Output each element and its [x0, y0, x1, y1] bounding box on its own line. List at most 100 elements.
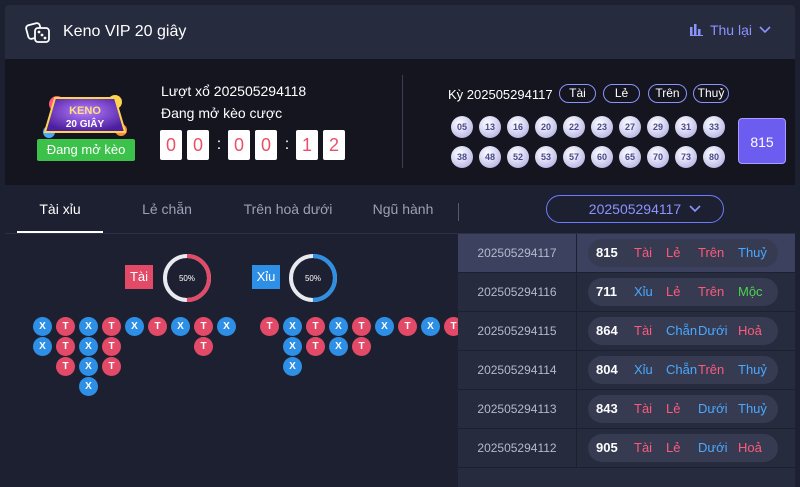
- history-result-tag: Dưới: [698, 440, 728, 455]
- history-row[interactable]: 202505294115 864 Tài Chẵn Dưới Hoả: [458, 312, 795, 351]
- divider: [576, 351, 577, 390]
- chevron-down-icon: [689, 205, 701, 213]
- history-result-tag: Trên: [698, 245, 725, 260]
- tai-chip: T: [56, 337, 75, 356]
- history-result-tag: Chẵn: [666, 362, 698, 377]
- lottery-ball: 33: [703, 116, 725, 138]
- countdown-timer: 0 0 : 0 0 : 1 2: [160, 130, 350, 160]
- divider: [576, 312, 577, 351]
- tai-chip: T: [102, 337, 121, 356]
- history-result-tag: Dưới: [698, 323, 728, 338]
- history-result-tag: Thuỷ: [738, 362, 767, 377]
- history-result-tag: Mộc: [738, 284, 763, 299]
- period-select-value: 202505294117: [588, 201, 682, 217]
- history-result-pill: 843 Tài Lẻ Dưới Thuỷ: [588, 395, 778, 423]
- lottery-ball: 48: [479, 146, 501, 168]
- history-period-id: 202505294117: [477, 246, 557, 260]
- history-total: 905: [596, 440, 618, 455]
- history-total: 804: [596, 362, 618, 377]
- history-result-pill: 804 Xỉu Chẵn Trên Thuỷ: [588, 356, 778, 384]
- lottery-ball: 23: [591, 116, 613, 138]
- history-row[interactable]: 202505294112 905 Tài Lẻ Dưới Hoả: [458, 429, 795, 468]
- dice-icon: [25, 22, 50, 43]
- tai-chip: T: [148, 317, 167, 336]
- tab-tren-hoa-duoi[interactable]: Trên hoà dưới: [243, 201, 333, 217]
- divider: [576, 390, 577, 429]
- history-result-pill: 815 Tài Lẻ Trên Thuỷ: [588, 239, 778, 267]
- timer-digit: 0: [228, 130, 250, 160]
- lottery-ball: 05: [451, 116, 473, 138]
- history-result-tag: Dưới: [698, 401, 728, 416]
- history-result-tag: Trên: [698, 362, 725, 377]
- tai-chip: T: [260, 317, 279, 336]
- bar-chart-icon: [689, 24, 703, 36]
- tai-chip: T: [352, 337, 371, 356]
- history-row[interactable]: 202505294113 843 Tài Lẻ Dưới Thuỷ: [458, 390, 795, 429]
- betting-open-label: Đang mở kèo cược: [161, 105, 283, 121]
- timer-digit: 0: [187, 130, 209, 160]
- history-result-tag: Tài: [634, 401, 653, 416]
- timer-digit: 0: [255, 130, 277, 160]
- divider: [576, 273, 577, 312]
- draw-info-panel: KENO 20 GIÂY Đang mở kèo Lượt xổ 2025052…: [5, 59, 795, 185]
- xiu-chip: X: [283, 337, 302, 356]
- history-result-pill: 711 Xỉu Lẻ Trên Mộc: [588, 278, 778, 306]
- history-result-tag: Hoả: [738, 440, 762, 455]
- timer-colon: :: [284, 136, 290, 153]
- header-bar: Keno VIP 20 giây Thu lại: [5, 5, 795, 59]
- history-row[interactable]: 202505294116 711 Xỉu Lẻ Trên Mộc: [458, 273, 795, 312]
- xiu-chip: X: [125, 317, 144, 336]
- timer-digit: 0: [160, 130, 182, 160]
- history-total: 864: [596, 323, 618, 338]
- xiu-chip: X: [79, 377, 98, 396]
- lottery-ball: 16: [507, 116, 529, 138]
- period-select[interactable]: 202505294117: [546, 195, 724, 223]
- history-result-tag: Lẻ: [666, 440, 681, 455]
- xiu-chip: X: [33, 317, 52, 336]
- tab-le-chan[interactable]: Lẻ chẵn: [142, 201, 192, 217]
- result-tag: Trên: [648, 84, 687, 103]
- xiu-chip: X: [283, 317, 302, 336]
- tai-percent: 50%: [179, 274, 195, 283]
- tai-chip: T: [306, 317, 325, 336]
- result-tag: Lẻ: [603, 84, 640, 103]
- keno-logo: KENO 20 GIÂY: [43, 95, 127, 138]
- history-result-pill: 864 Tài Chẵn Dưới Hoả: [588, 317, 778, 345]
- xiu-donut: 50%: [289, 254, 337, 302]
- lottery-ball: 27: [619, 116, 641, 138]
- history-total: 843: [596, 401, 618, 416]
- tab-ngu-hanh[interactable]: Ngũ hành: [372, 201, 434, 217]
- history-result-tag: Trên: [698, 284, 725, 299]
- history-row[interactable]: 202505294117 815 Tài Lẻ Trên Thuỷ: [458, 234, 795, 273]
- lottery-ball: 57: [563, 146, 585, 168]
- history-toggle-button[interactable]: Thu lại: [689, 22, 771, 38]
- status-badge: Đang mở kèo: [37, 139, 135, 161]
- lottery-ball: 13: [479, 116, 501, 138]
- history-result-tag: Tài: [634, 245, 653, 260]
- xiu-chip: X: [79, 357, 98, 376]
- logo-text-20s: 20 GIÂY: [66, 117, 105, 130]
- history-row[interactable]: 202505294114 804 Xỉu Chẵn Trên Thuỷ: [458, 351, 795, 390]
- chevron-down-icon: [759, 26, 771, 34]
- tab-tai-xiu[interactable]: Tài xỉu: [17, 185, 103, 233]
- page-title: Keno VIP 20 giây: [63, 23, 187, 40]
- history-result-tag: Tài: [634, 440, 653, 455]
- xiu-chip: X: [79, 337, 98, 356]
- xiu-percent: 50%: [305, 274, 321, 283]
- tai-chip: T: [306, 337, 325, 356]
- history-total: 815: [596, 245, 618, 260]
- tai-donut: 50%: [163, 254, 211, 302]
- tai-chip: T: [194, 317, 213, 336]
- history-result-tag: Lẻ: [666, 245, 681, 260]
- lottery-ball: 70: [647, 146, 669, 168]
- lottery-ball: 80: [703, 146, 725, 168]
- tai-chip: T: [56, 357, 75, 376]
- divider: [402, 75, 403, 168]
- xiu-chip: X: [217, 317, 236, 336]
- xiu-chip: X: [375, 317, 394, 336]
- divider: [576, 234, 577, 273]
- history-result-tag: Thuỷ: [738, 245, 767, 260]
- history-period-id: 202505294112: [477, 441, 557, 455]
